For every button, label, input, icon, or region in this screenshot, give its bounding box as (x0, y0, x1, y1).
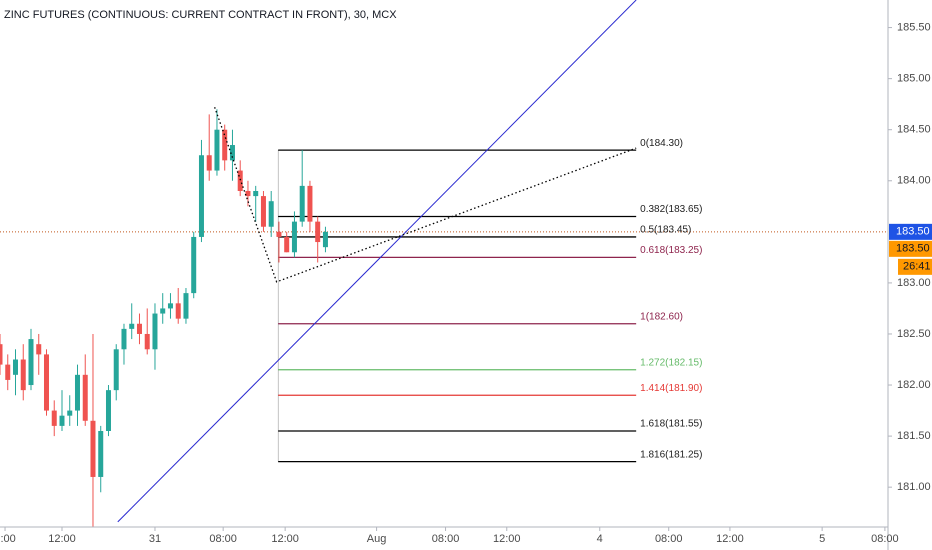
plot: 0(184.30) 0.382(183.65) 0.5(183.45) 0.618(1… (0, 0, 888, 527)
candle-body (152, 313, 158, 350)
candle-body (121, 328, 127, 350)
x-tick-label: 5 (819, 533, 825, 545)
x-tick-label: 08:00 (871, 533, 899, 545)
candle-body (144, 333, 150, 350)
y-tick-label: 182.50 (897, 328, 931, 340)
candle-body (245, 190, 251, 197)
y-tick-label: 182.00 (897, 379, 931, 391)
candle-body (183, 293, 189, 319)
candle-body (229, 145, 235, 161)
x-tick-label: 08:00 (209, 533, 237, 545)
candle-body (28, 339, 34, 386)
candle-body (260, 196, 266, 227)
candle-body (20, 359, 26, 391)
candle-body (191, 236, 197, 294)
y-tick-label: 184.00 (897, 175, 931, 187)
x-tick-label: Aug (367, 533, 387, 545)
y-tick-label: 185.00 (897, 73, 931, 85)
last-price-box (889, 223, 932, 240)
candle-body (291, 221, 297, 253)
candle-body (59, 415, 65, 426)
candle-body (90, 420, 96, 477)
candle-body (214, 129, 220, 171)
fib-label: 0.618(183.25) (640, 245, 702, 256)
y-tick-label: 181.00 (897, 481, 931, 493)
candle-body (175, 303, 181, 319)
candle-body (167, 303, 173, 309)
candle-body (74, 374, 80, 411)
x-tick-label: 4 (597, 533, 603, 545)
y-tick-label: 185.50 (897, 21, 931, 33)
x-tick-label: 12:00 (493, 533, 521, 545)
candle-body (12, 359, 18, 375)
fib-label: 1.414(181.90) (640, 383, 702, 394)
candle-body (198, 155, 204, 237)
x-tick-label: 08:00 (432, 533, 460, 545)
candle-body (322, 231, 328, 248)
candle-body (67, 410, 73, 416)
countdown-box (898, 258, 932, 275)
candle-body (43, 354, 49, 411)
price-box-2 (889, 240, 932, 257)
candle-body (105, 390, 111, 431)
candle-body (98, 430, 104, 477)
candle-body (36, 344, 42, 355)
candle-body (129, 323, 135, 329)
candle-body (315, 221, 321, 243)
x-tick-label: 12:00 (716, 533, 744, 545)
last-price-label: 183.50 (896, 226, 930, 238)
candle-body (160, 308, 166, 314)
candle-body (253, 190, 259, 197)
fib-label: 1(182.60) (640, 311, 683, 322)
x-tick-label: 2:00 (0, 533, 16, 545)
candle-body (0, 344, 3, 365)
fib-label: 0.5(183.45) (640, 225, 691, 236)
y-tick-label: 181.50 (897, 430, 931, 442)
fib-label: 0.382(183.65) (640, 204, 702, 215)
x-tick-label: 12:00 (48, 533, 76, 545)
countdown-label: 26:41 (903, 261, 931, 273)
candle-body (307, 185, 313, 222)
candle-body (284, 236, 290, 253)
fib-label: 1.618(181.55) (640, 419, 702, 430)
candle-body (82, 374, 88, 421)
y-tick-label: 183.00 (897, 277, 931, 289)
candle-body (276, 231, 282, 237)
price-label-2: 183.50 (896, 243, 930, 255)
candle-body (222, 129, 228, 161)
x-tick-label: 31 (149, 533, 161, 545)
candle-body (299, 185, 305, 222)
x-tick-label: 12:00 (271, 533, 299, 545)
dotted-line (214, 107, 637, 283)
candle-body (5, 364, 11, 380)
candle-body (51, 410, 57, 426)
y-tick-label: 184.50 (897, 124, 931, 136)
x-tick-label: 08:00 (655, 533, 683, 545)
chart-title: ZINC FUTURES (CONTINUOUS: CURRENT CONTRA… (4, 9, 397, 21)
fib-label: 1.272(182.15) (640, 357, 702, 368)
fib-label: 0(184.30) (640, 138, 683, 149)
trend-line (117, 0, 637, 523)
candle-body (268, 201, 274, 227)
fib-label: 1.816(181.25) (640, 449, 702, 460)
candle-body (237, 170, 243, 191)
candle-body (113, 349, 119, 391)
candle-body (136, 323, 142, 334)
candle-body (206, 155, 212, 171)
